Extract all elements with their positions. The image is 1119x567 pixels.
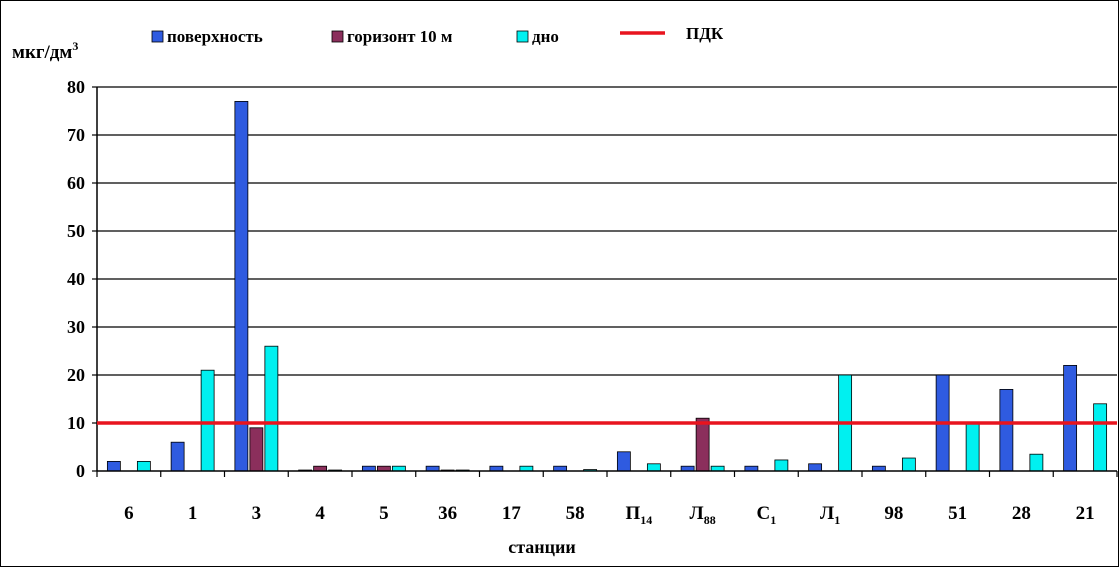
legend-swatch [516, 30, 529, 43]
x-tick-label: 28 [1012, 503, 1031, 524]
bar [136, 460, 151, 472]
bar [695, 417, 710, 472]
y-tick-label: 50 [67, 221, 85, 241]
x-tick-label: 98 [884, 503, 903, 524]
legend-swatch [151, 30, 164, 43]
legend: поверхность горизонт 10 м дно ПДК [151, 24, 724, 46]
x-tick-label: 6 [124, 503, 134, 524]
x-axis-label: станции [508, 537, 576, 557]
x-tick-label: 3 [252, 503, 262, 524]
bar [1063, 364, 1078, 472]
legend-label: горизонт 10 м [347, 27, 453, 46]
bar [264, 345, 279, 472]
bar [1093, 403, 1108, 472]
bar [1029, 453, 1044, 472]
legend-label: ПДК [686, 24, 724, 43]
y-tick-label: 10 [67, 413, 85, 433]
legend-label: поверхность [167, 27, 263, 46]
x-tick-label: 17 [502, 503, 522, 524]
x-tick-label: Л1 [820, 503, 840, 527]
legend-label: дно [532, 27, 559, 46]
bar [249, 427, 264, 472]
y-tick-label: 30 [67, 317, 85, 337]
x-tick-label: 51 [948, 503, 967, 524]
bar [965, 422, 980, 472]
x-tick-label: 21 [1076, 503, 1095, 524]
y-tick-label: 40 [67, 269, 85, 289]
y-tick-label: 80 [67, 77, 85, 97]
bar [774, 459, 789, 472]
tick-labels: 0 10 20 30 40 50 60 70 80 6 1 3 4 5 36 17 58 П14 Л88 С1 Л1 98… [67, 77, 1095, 527]
axes [92, 86, 1118, 477]
bar [646, 463, 661, 472]
legend-swatch [331, 30, 344, 43]
y-tick-label: 60 [67, 173, 85, 193]
x-tick-label: С1 [757, 503, 777, 527]
x-tick-label: П14 [625, 503, 652, 527]
bar [106, 460, 121, 472]
y-tick-label: 20 [67, 365, 85, 385]
y-tick-label: 0 [76, 461, 85, 481]
bar [808, 463, 823, 472]
bar [170, 441, 185, 472]
bar [999, 388, 1014, 472]
bar [234, 101, 249, 472]
x-tick-label: 36 [438, 503, 457, 524]
x-tick-label: 5 [379, 503, 389, 524]
y-tick-label: 70 [67, 125, 85, 145]
bar [616, 451, 631, 472]
x-tick-label: Л88 [690, 503, 716, 527]
x-tick-label: 4 [315, 503, 325, 524]
bar [901, 457, 916, 472]
x-tick-label: 1 [188, 503, 198, 524]
x-tick-label: 58 [566, 503, 585, 524]
bar [200, 369, 215, 472]
y-axis-label: мкг/дм3 [12, 39, 78, 63]
